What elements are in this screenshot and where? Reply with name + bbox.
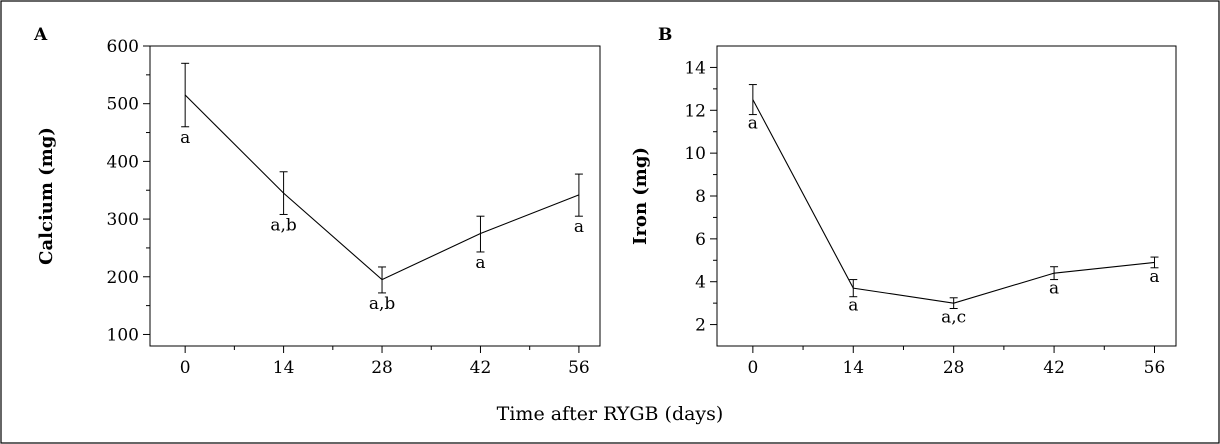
x-tick-label: 42 xyxy=(470,358,492,378)
panel-a-chart: A Calcium (mg) 100 200 300 400 500 600 0 14 28 42 56… xyxy=(33,25,601,378)
significance-label: a xyxy=(574,217,584,237)
x-tick-label: 0 xyxy=(747,358,758,378)
significance-label: a xyxy=(180,128,190,148)
y-tick-label: 100 xyxy=(107,325,139,345)
y-tick-label: 14 xyxy=(684,58,706,78)
x-tick-label: 56 xyxy=(1144,358,1166,378)
plot-frame xyxy=(149,45,601,347)
y-tick-label: 200 xyxy=(107,268,139,288)
y-axis-title: Calcium (mg) xyxy=(36,127,57,265)
y-tick-label: 2 xyxy=(695,316,706,336)
x-tick-label: 0 xyxy=(180,358,191,378)
y-tick-label: 10 xyxy=(684,144,706,164)
significance-label: a xyxy=(848,296,858,316)
shared-x-axis-label: Time after RYGB (days) xyxy=(497,403,724,425)
y-tick-label: 6 xyxy=(695,230,706,250)
significance-label: a,c xyxy=(941,308,966,328)
y-axis-title: Iron (mg) xyxy=(630,147,651,245)
x-tick-label: 42 xyxy=(1043,358,1065,378)
significance-label: a,b xyxy=(270,215,297,235)
y-tick-label: 8 xyxy=(695,187,706,207)
x-tick-label: 14 xyxy=(273,358,295,378)
significance-label: a xyxy=(1149,267,1159,287)
y-tick-label: 400 xyxy=(107,152,139,172)
x-tick-label: 28 xyxy=(943,358,965,378)
significance-label: a xyxy=(1049,279,1059,299)
x-tick-label: 28 xyxy=(371,358,393,378)
y-tick-label: 4 xyxy=(695,273,706,293)
panel-b-chart: B Iron (mg) 2 4 6 8 10 12 14 0 14 28 42 56 a a a,c a a xyxy=(630,25,1177,378)
y-tick-label: 300 xyxy=(107,210,139,230)
x-tick-label: 56 xyxy=(568,358,590,378)
significance-label: a xyxy=(748,114,758,134)
y-tick-label: 500 xyxy=(107,95,139,115)
panel-letter: B xyxy=(658,25,672,45)
y-tick-label: 600 xyxy=(107,37,139,57)
significance-label: a,b xyxy=(369,294,396,314)
y-tick-label: 12 xyxy=(684,101,706,121)
panel-letter: A xyxy=(33,25,48,45)
x-tick-label: 14 xyxy=(842,358,864,378)
significance-label: a xyxy=(475,253,485,273)
